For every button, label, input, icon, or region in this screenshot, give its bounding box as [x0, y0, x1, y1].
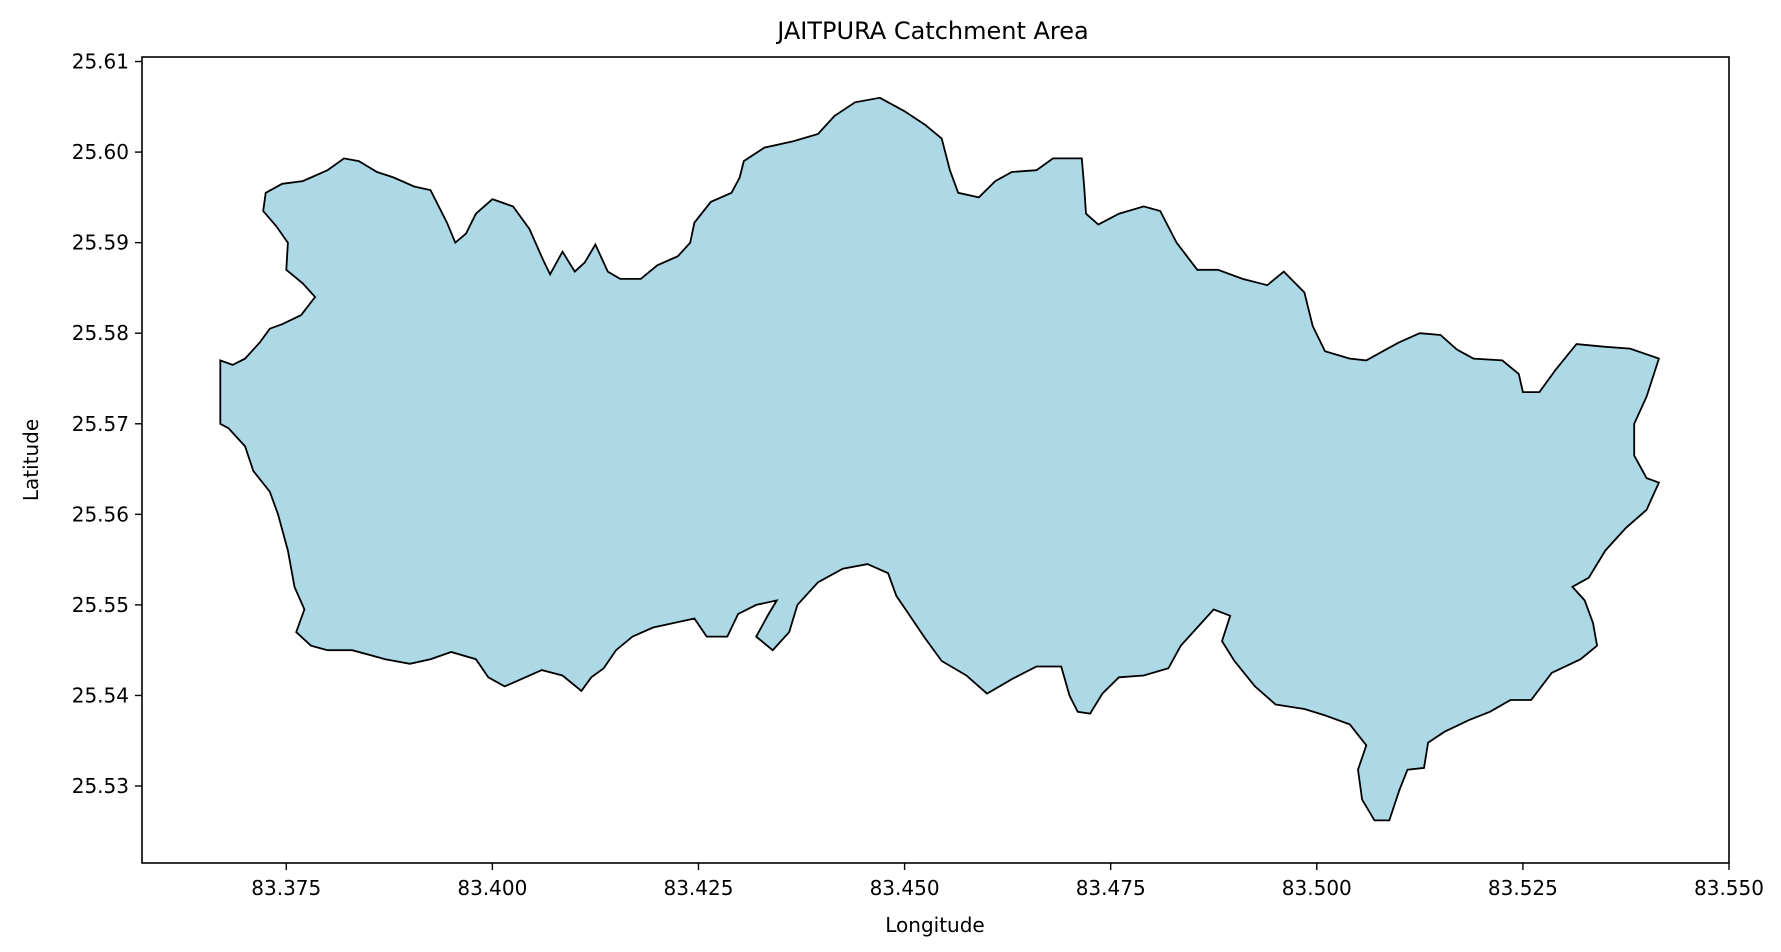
x-axis-label: Longitude	[885, 913, 984, 937]
x-tick-label: 83.525	[1488, 876, 1558, 900]
y-tick-label: 25.53	[72, 774, 129, 798]
x-tick-label: 83.425	[663, 876, 733, 900]
x-tick-label: 83.400	[457, 876, 527, 900]
y-tick-label: 25.58	[72, 321, 129, 345]
y-tick-label: 25.59	[72, 231, 129, 255]
y-axis-label: Latitude	[19, 419, 43, 501]
chart-title: JAITPURA Catchment Area	[775, 17, 1089, 45]
y-tick-label: 25.56	[72, 502, 129, 526]
x-tick-label: 83.550	[1694, 876, 1764, 900]
y-tick-label: 25.54	[72, 683, 129, 707]
x-tick-label: 83.475	[1076, 876, 1146, 900]
y-tick-label: 25.55	[72, 593, 129, 617]
x-tick-label: 83.500	[1282, 876, 1352, 900]
y-tick-label: 25.60	[72, 140, 129, 164]
y-tick-label: 25.61	[72, 50, 129, 74]
x-tick-label: 83.450	[870, 876, 940, 900]
y-tick-label: 25.57	[72, 412, 129, 436]
x-tick-label: 83.375	[251, 876, 321, 900]
